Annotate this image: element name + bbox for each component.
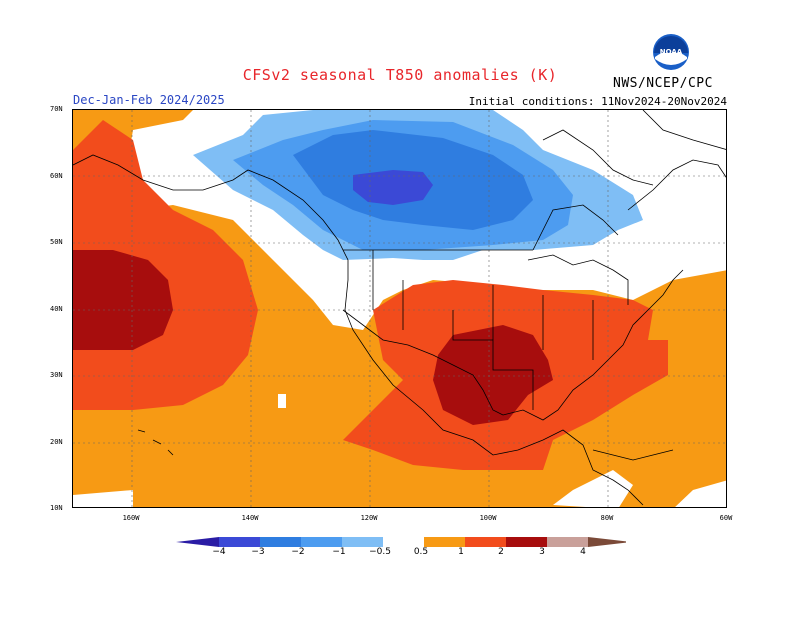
lat-tick-50n: 50N (50, 238, 63, 246)
lat-tick-20n: 20N (50, 438, 63, 446)
season-label: Dec-Jan-Feb 2024/2025 (73, 93, 225, 107)
colorbar-label-p1: 1 (458, 547, 464, 557)
agency-label: NWS/NCEP/CPC (613, 76, 713, 91)
lat-tick-30n: 30N (50, 371, 63, 379)
colorbar-segment (383, 537, 424, 547)
lat-tick-60n: 60N (50, 172, 63, 180)
colorbar-segment (547, 537, 588, 547)
lat-tick-70n: 70N (50, 105, 63, 113)
colorbar-label-m3: −3 (251, 547, 265, 557)
colorbar-label-p4: 4 (580, 547, 586, 557)
colorbar-segment (219, 537, 260, 547)
colorbar-label-p3: 3 (539, 547, 545, 557)
lon-tick-140w: 140W (241, 514, 259, 522)
colorbar-label-m1: −1 (332, 547, 346, 557)
colorbar-segment (506, 537, 547, 547)
colorbar-segment (588, 537, 626, 547)
colorbar-segment (424, 537, 465, 547)
lon-tick-120w: 120W (360, 514, 378, 522)
colorbar-label-m05: −0.5 (369, 547, 391, 557)
colorbar-segment (301, 537, 342, 547)
lat-tick-10n: 10N (50, 504, 63, 512)
colorbar-label-p05: 0.5 (413, 547, 429, 557)
chart-title: CFSv2 seasonal T850 anomalies (K) (242, 66, 558, 84)
colorbar-label-m2: −2 (291, 547, 305, 557)
colorbar-segment (260, 537, 301, 547)
noaa-logo-icon: NOAA (653, 34, 689, 70)
anomaly-map (72, 109, 727, 508)
initial-conditions-label: Initial conditions: 11Nov2024-20Nov2024 (468, 95, 727, 108)
lon-tick-80w: 80W (600, 514, 614, 522)
lon-tick-160w: 160W (122, 514, 140, 522)
colorbar-segment (465, 537, 506, 547)
anomaly-map-svg (73, 110, 726, 507)
logo-text: NOAA (660, 48, 683, 56)
colorbar (176, 537, 626, 547)
lon-tick-60w: 60W (719, 514, 733, 522)
colorbar-segment (342, 537, 383, 547)
lat-tick-40n: 40N (50, 305, 63, 313)
lon-tick-100w: 100W (479, 514, 497, 522)
colorbar-label-m4: −4 (212, 547, 226, 557)
colorbar-segment (176, 537, 219, 547)
colorbar-label-p2: 2 (498, 547, 504, 557)
